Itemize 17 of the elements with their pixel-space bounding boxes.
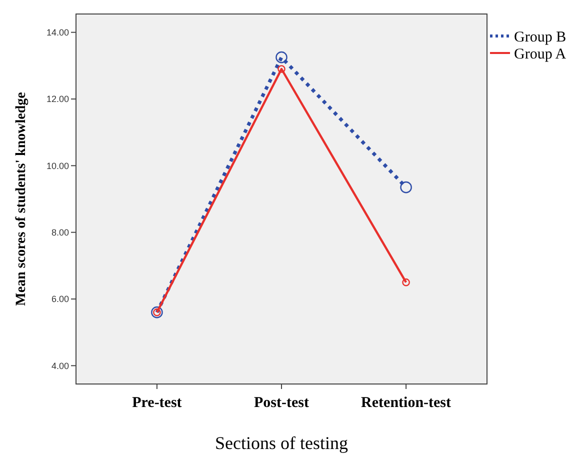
point bbox=[276, 51, 288, 64]
y-tick-label: 14.00 bbox=[46, 27, 69, 38]
legend-label: Group A bbox=[514, 46, 566, 62]
point bbox=[400, 181, 412, 194]
x-tick-label: Retention-test bbox=[361, 395, 452, 411]
y-tick-label: 10.00 bbox=[46, 160, 69, 171]
x-axis-title: Sections of testing bbox=[215, 433, 348, 453]
legend-label: Group B bbox=[514, 29, 566, 46]
y-tick-label: 8.00 bbox=[51, 227, 69, 238]
x-tick-label: Pre-test bbox=[132, 395, 182, 411]
y-tick-label: 4.00 bbox=[51, 360, 69, 371]
y-tick-label: 6.00 bbox=[51, 294, 69, 304]
point bbox=[402, 278, 410, 286]
y-tick-label: 12.00 bbox=[46, 94, 69, 104]
point bbox=[278, 65, 286, 73]
x-tick-label: Post-test bbox=[254, 395, 309, 411]
y-axis-title: Mean scores of students' knowledge bbox=[14, 92, 29, 306]
